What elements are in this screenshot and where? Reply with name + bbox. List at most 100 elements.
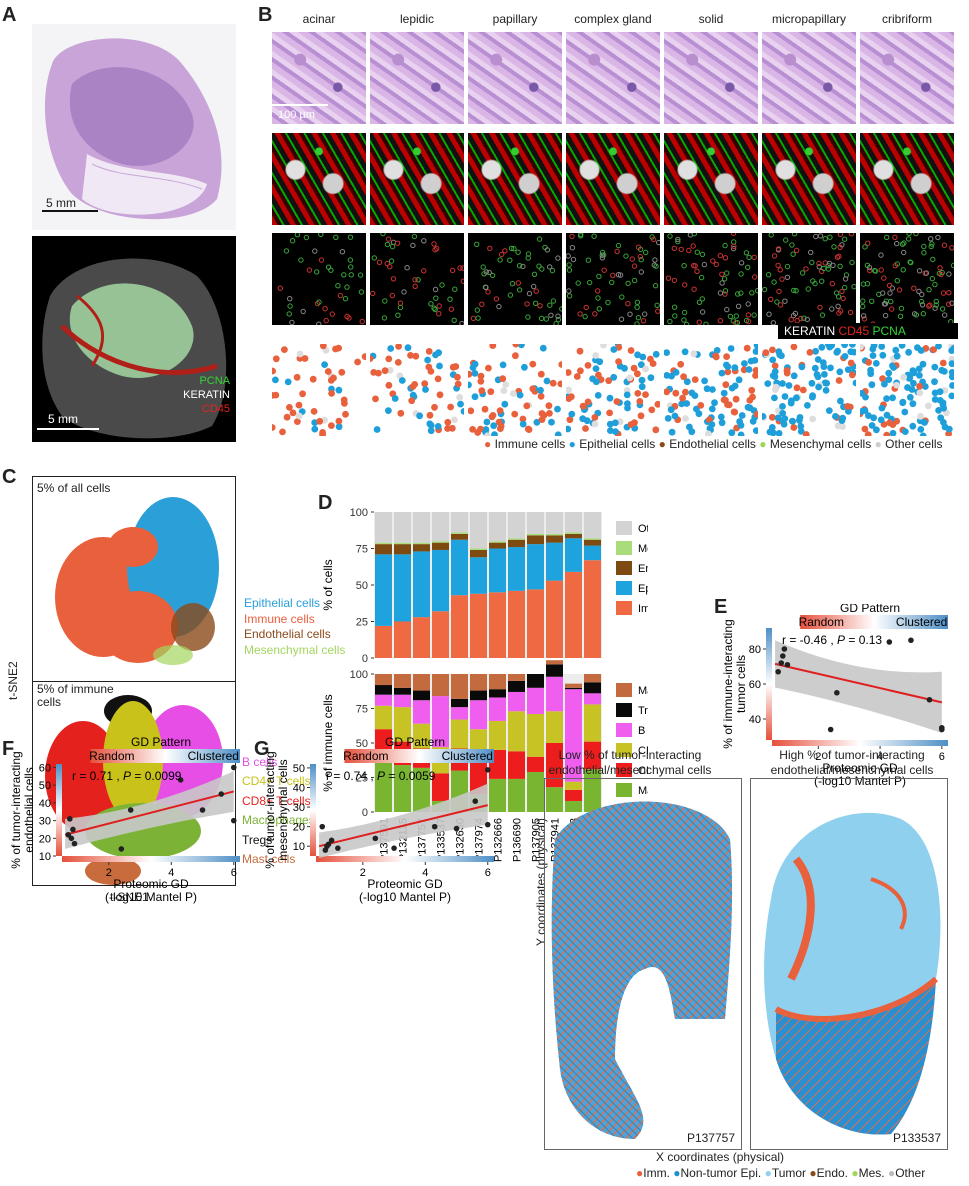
cell-dot xyxy=(805,286,811,292)
cell-dot xyxy=(860,303,866,310)
cell-dot xyxy=(831,244,837,250)
bar-segment xyxy=(413,767,430,812)
cell-dot xyxy=(841,344,848,349)
cell-dot xyxy=(287,295,293,302)
cell-dot xyxy=(737,431,745,436)
cell-dot xyxy=(751,312,757,318)
stat-pval: = 0.13 xyxy=(845,633,882,647)
cell-dot xyxy=(647,355,654,363)
cell-dot xyxy=(384,241,391,248)
cell-dot xyxy=(777,302,784,308)
bar-segment xyxy=(394,687,411,695)
cell-dot xyxy=(837,308,844,314)
bar-segment xyxy=(565,532,582,534)
cell-dot xyxy=(596,358,604,366)
confidence-band xyxy=(319,783,488,858)
cell-dot xyxy=(772,383,780,391)
cell-dot xyxy=(370,290,376,297)
cell-dot xyxy=(592,378,600,386)
cell-dot xyxy=(868,422,876,429)
cell-dot xyxy=(789,242,795,248)
bar-segment xyxy=(489,512,506,542)
cell-dot xyxy=(881,275,887,281)
bar-segment xyxy=(413,700,430,724)
cell-dot xyxy=(566,288,572,294)
he-tile xyxy=(762,32,856,124)
cell-dot xyxy=(279,428,286,436)
cell-dot xyxy=(691,262,697,269)
y-tick-label: 30 xyxy=(293,802,305,814)
cell-dot xyxy=(468,407,475,415)
stat-p-symbol: P xyxy=(377,769,385,783)
cell-dot xyxy=(745,366,753,373)
cell-dot xyxy=(946,290,952,296)
panel-label-g: G xyxy=(254,738,270,760)
cell-dot xyxy=(887,290,893,296)
bar-segment xyxy=(394,512,411,543)
cell-dot xyxy=(703,321,709,325)
cell-dot xyxy=(519,415,527,423)
cell-dot xyxy=(341,272,347,278)
bar-segment xyxy=(584,539,601,546)
cell-dot xyxy=(936,397,944,404)
cell-dot xyxy=(607,427,614,434)
cell-dot xyxy=(753,411,758,418)
cell-dot xyxy=(825,407,833,414)
gradient-edge-horizontal xyxy=(316,856,494,862)
bar-segment xyxy=(508,778,525,812)
cell-dot xyxy=(634,390,642,397)
cell-dot xyxy=(333,234,339,241)
segmentation-tile xyxy=(664,233,758,325)
cell-dot xyxy=(848,371,856,379)
cell-dot xyxy=(720,389,728,397)
cell-dot xyxy=(499,251,505,258)
bar-segment xyxy=(584,769,601,812)
cell-dot xyxy=(724,368,732,376)
bar-segment xyxy=(394,765,411,812)
column-label-acinar: acinar xyxy=(302,12,336,26)
bar-segment xyxy=(489,778,506,812)
cell-dot xyxy=(667,406,675,414)
cell-dot xyxy=(893,417,900,425)
column-label-cribriform: cribriform xyxy=(882,12,932,26)
cell-dot xyxy=(911,285,917,291)
gradient-label-left: Random xyxy=(89,749,134,763)
cell-dot xyxy=(865,240,871,246)
bar-segment xyxy=(584,741,601,770)
cell-dot xyxy=(347,257,354,263)
legend-swatch xyxy=(616,783,632,797)
cell-dot xyxy=(325,264,332,270)
cell-dot xyxy=(711,399,718,407)
cell-dot xyxy=(710,258,716,264)
cell-dot xyxy=(293,373,301,381)
cell-dot xyxy=(624,404,631,412)
cell-dot xyxy=(917,347,925,354)
cell-dot xyxy=(745,312,752,318)
cell-dot xyxy=(638,257,644,263)
legend-dot-icon: ● xyxy=(673,1166,681,1180)
cell-dot xyxy=(635,244,642,250)
cell-dot xyxy=(942,312,948,318)
cell-dot xyxy=(671,277,678,284)
y-tick-label: 20 xyxy=(39,833,51,845)
confidence-band xyxy=(65,771,234,849)
cell-dot xyxy=(892,346,900,354)
cell-dot xyxy=(745,264,751,270)
cell-dot xyxy=(471,370,479,377)
cell-dot xyxy=(837,244,843,251)
cell-dot xyxy=(889,285,895,291)
cell-dot xyxy=(790,251,796,257)
cell-dot xyxy=(566,262,572,268)
cell-dot xyxy=(945,425,953,433)
cell-dot xyxy=(485,289,491,295)
bar-segment xyxy=(565,512,582,533)
cell-dot xyxy=(510,390,517,397)
cell-dot xyxy=(507,257,513,263)
cell-dot xyxy=(548,418,555,426)
bar-segment xyxy=(375,705,392,730)
cell-dot xyxy=(836,253,842,259)
legend-swatch xyxy=(616,601,632,615)
cell-dot xyxy=(448,424,456,432)
legend-label: B cells xyxy=(638,725,648,737)
cell-dot xyxy=(592,365,600,372)
